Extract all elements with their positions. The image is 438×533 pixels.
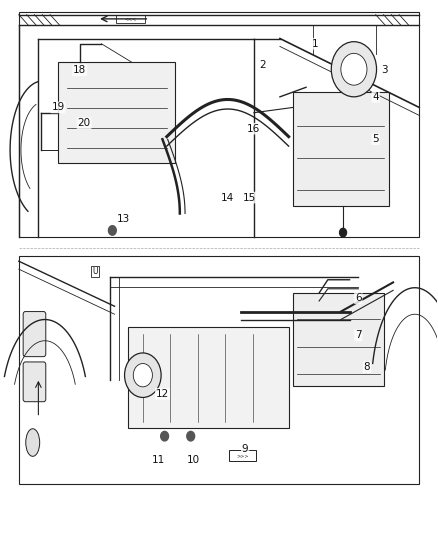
Text: U: U xyxy=(92,268,98,276)
Text: 9: 9 xyxy=(242,445,248,455)
Text: 16: 16 xyxy=(247,124,261,134)
Text: 11: 11 xyxy=(152,455,165,465)
FancyBboxPatch shape xyxy=(293,92,389,206)
Circle shape xyxy=(341,53,367,85)
Text: 13: 13 xyxy=(117,214,130,224)
Circle shape xyxy=(124,353,161,398)
FancyBboxPatch shape xyxy=(23,362,46,402)
Circle shape xyxy=(161,431,169,441)
FancyBboxPatch shape xyxy=(19,12,419,237)
Text: 19: 19 xyxy=(51,102,64,112)
Text: 3: 3 xyxy=(381,66,388,75)
Text: >>>: >>> xyxy=(237,453,249,458)
FancyBboxPatch shape xyxy=(229,450,256,461)
Text: 2: 2 xyxy=(259,60,266,70)
Text: 7: 7 xyxy=(355,330,362,341)
Text: 18: 18 xyxy=(73,66,86,75)
Text: <<<: <<< xyxy=(125,17,137,21)
FancyBboxPatch shape xyxy=(19,256,419,484)
FancyBboxPatch shape xyxy=(58,62,176,163)
Text: 5: 5 xyxy=(372,134,379,144)
Circle shape xyxy=(331,42,377,97)
FancyBboxPatch shape xyxy=(23,312,46,357)
Text: 1: 1 xyxy=(311,39,318,49)
Text: 20: 20 xyxy=(78,118,91,128)
Text: 15: 15 xyxy=(243,192,256,203)
FancyBboxPatch shape xyxy=(127,327,289,428)
Ellipse shape xyxy=(26,429,40,456)
Circle shape xyxy=(133,364,152,387)
Circle shape xyxy=(187,431,194,441)
Text: 10: 10 xyxy=(186,455,199,465)
Text: 4: 4 xyxy=(372,92,379,102)
Text: 8: 8 xyxy=(364,362,370,372)
FancyBboxPatch shape xyxy=(293,293,385,386)
Text: 6: 6 xyxy=(355,293,362,303)
Text: 12: 12 xyxy=(156,389,169,399)
FancyBboxPatch shape xyxy=(116,14,145,23)
Text: 14: 14 xyxy=(221,192,234,203)
Circle shape xyxy=(339,228,346,237)
Circle shape xyxy=(109,225,116,235)
